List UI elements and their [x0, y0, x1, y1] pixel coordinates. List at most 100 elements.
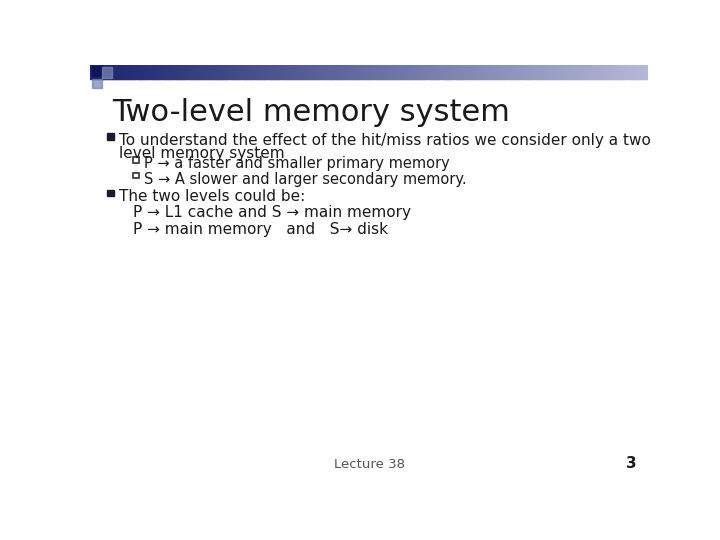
Bar	[507, 65, 509, 79]
Bar	[585, 65, 588, 79]
Bar	[447, 65, 450, 79]
Bar	[631, 65, 634, 79]
Bar	[323, 65, 325, 79]
Bar	[176, 65, 178, 79]
Bar	[609, 65, 611, 79]
Bar	[414, 65, 416, 79]
Bar	[358, 65, 361, 79]
Bar	[287, 65, 289, 79]
Bar	[133, 173, 139, 178]
Bar	[354, 65, 356, 79]
Bar	[395, 65, 397, 79]
Bar	[150, 65, 152, 79]
Text: P → a faster and smaller primary memory: P → a faster and smaller primary memory	[144, 157, 450, 171]
Bar	[332, 65, 334, 79]
Bar	[378, 65, 381, 79]
Bar	[347, 65, 349, 79]
Bar	[179, 65, 182, 79]
Bar	[116, 65, 119, 79]
Bar	[194, 65, 197, 79]
Bar	[222, 65, 225, 79]
Bar	[482, 65, 485, 79]
Bar	[92, 66, 102, 76]
Bar	[419, 65, 422, 79]
Bar	[190, 65, 193, 79]
Bar	[436, 65, 438, 79]
Bar	[546, 65, 549, 79]
Bar	[103, 65, 106, 79]
Bar	[596, 65, 598, 79]
Bar	[516, 65, 518, 79]
Bar	[536, 65, 539, 79]
Bar	[339, 65, 342, 79]
Bar	[204, 65, 206, 79]
Bar	[557, 65, 559, 79]
Bar	[183, 65, 186, 79]
Bar	[508, 65, 511, 79]
Bar	[454, 65, 457, 79]
Bar	[302, 65, 305, 79]
Bar	[526, 65, 528, 79]
Bar	[521, 65, 524, 79]
Bar	[274, 65, 276, 79]
Bar	[328, 65, 330, 79]
Bar	[319, 65, 321, 79]
Bar	[514, 65, 517, 79]
Bar	[326, 65, 329, 79]
Bar	[533, 65, 535, 79]
Bar	[172, 65, 174, 79]
Bar	[107, 190, 114, 197]
Bar	[466, 65, 468, 79]
Bar	[453, 65, 455, 79]
Bar	[434, 65, 437, 79]
Bar	[129, 65, 132, 79]
Bar	[590, 65, 593, 79]
Bar	[132, 65, 135, 79]
Bar	[224, 65, 227, 79]
Bar	[248, 65, 251, 79]
Bar	[297, 65, 299, 79]
Bar	[159, 65, 161, 79]
Text: level memory system: level memory system	[120, 146, 285, 161]
Bar	[145, 65, 148, 79]
Bar	[559, 65, 562, 79]
Bar	[137, 65, 139, 79]
Bar	[140, 65, 143, 79]
Bar	[138, 65, 141, 79]
Bar	[90, 65, 93, 79]
Bar	[540, 65, 543, 79]
Bar	[313, 65, 316, 79]
Bar	[628, 65, 630, 79]
Bar	[425, 65, 428, 79]
Bar	[467, 65, 470, 79]
Bar	[351, 65, 353, 79]
Bar	[157, 65, 160, 79]
Bar	[109, 65, 111, 79]
Bar	[377, 65, 379, 79]
Bar	[568, 65, 571, 79]
Bar	[456, 65, 459, 79]
Bar	[579, 65, 582, 79]
Bar	[217, 65, 219, 79]
Bar	[235, 65, 238, 79]
Text: Lecture 38: Lecture 38	[333, 458, 405, 471]
Bar	[572, 65, 575, 79]
Bar	[207, 65, 210, 79]
Bar	[440, 65, 442, 79]
Bar	[386, 65, 388, 79]
Bar	[166, 65, 169, 79]
Bar	[311, 65, 314, 79]
Bar	[624, 65, 626, 79]
Bar	[263, 65, 266, 79]
Bar	[637, 65, 639, 79]
Bar	[618, 65, 621, 79]
Bar	[382, 65, 384, 79]
Bar	[228, 65, 230, 79]
Bar	[352, 65, 355, 79]
Bar	[613, 65, 616, 79]
Bar	[306, 65, 308, 79]
Bar	[415, 65, 418, 79]
Bar	[392, 65, 394, 79]
Bar	[107, 133, 114, 140]
Bar	[92, 79, 102, 88]
